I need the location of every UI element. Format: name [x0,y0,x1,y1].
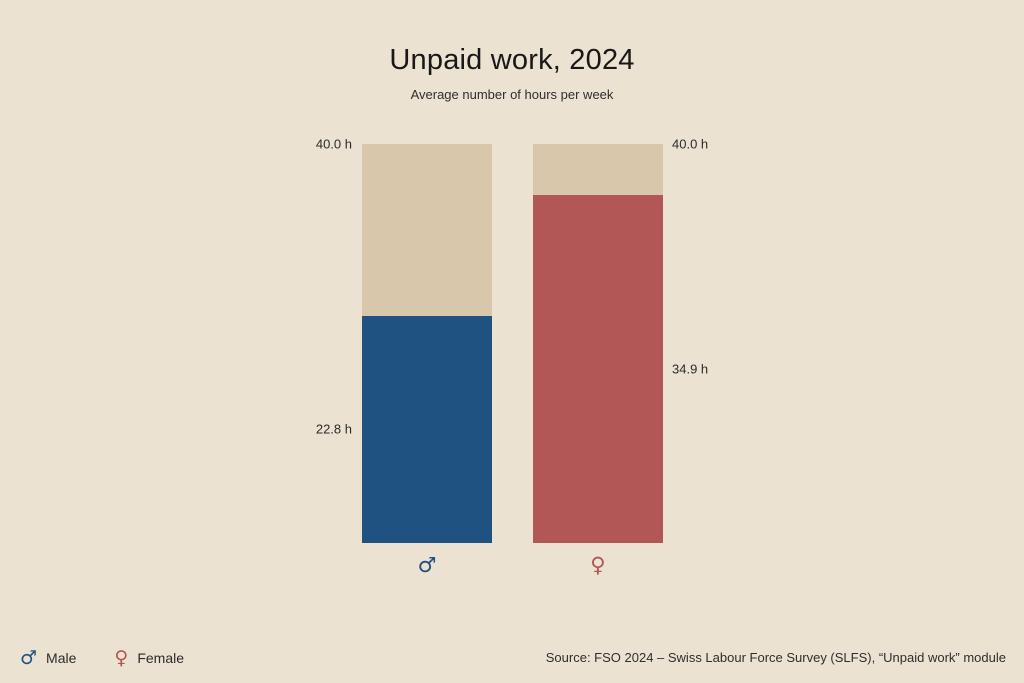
male-bar-fill [362,315,492,543]
female-bar-background [533,144,663,543]
legend-item-male: ♂ Male [20,645,76,671]
female-axis-symbol-icon: ♀ [590,553,606,577]
legend-female-icon: ♀ [114,647,129,669]
male-bar-background [362,144,492,543]
legend-item-female: ♀ Female [114,645,184,671]
chart-subtitle: Average number of hours per week [410,87,614,102]
male-axis-symbol-icon: ♂ [417,553,437,577]
legend-label-male: Male [46,650,77,666]
legend-male-icon: ♂ [20,647,38,669]
legend-label-female: Female [137,650,185,666]
female-value-label: 34.9 h [672,361,709,377]
chart-title: Unpaid work, 2024 [389,44,635,76]
male-value-label: 22.8 h [315,421,352,437]
female-max-label: 40.0 h [672,136,709,152]
male-max-label: 40.0 h [315,136,352,152]
source-text: Source: FSO 2024 – Swiss Labour Force Su… [545,650,1006,665]
female-bar-fill [533,194,663,543]
legend: ♂ Male ♀ Female [20,645,184,671]
